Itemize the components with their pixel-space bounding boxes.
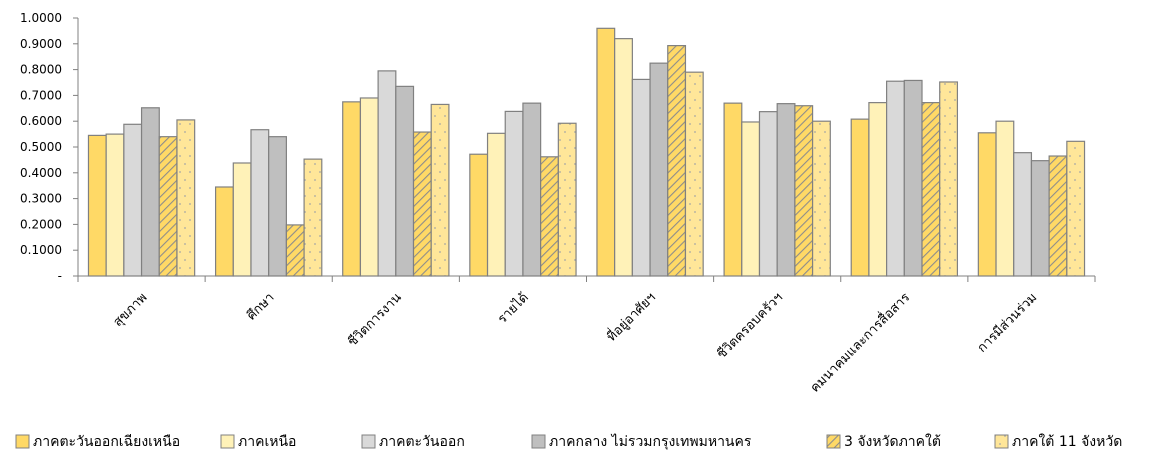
bar bbox=[395, 85, 415, 277]
bar bbox=[631, 78, 651, 277]
bar bbox=[596, 27, 616, 277]
bar bbox=[758, 111, 778, 277]
bar bbox=[268, 136, 287, 277]
bar bbox=[123, 123, 143, 277]
axes: - 0.1000 0.2000 0.3000 0.4000 0.5000 0.6000 0.7… bbox=[20, 11, 1096, 283]
bar bbox=[614, 38, 633, 277]
y-tick-label: - bbox=[58, 269, 62, 283]
bar bbox=[158, 136, 178, 277]
x-category-label: รายได้ bbox=[494, 290, 531, 327]
bar bbox=[649, 62, 669, 277]
bar bbox=[250, 129, 270, 277]
bar bbox=[811, 120, 831, 277]
x-category-label: การมีส่วนร่วม bbox=[974, 290, 1040, 356]
bar bbox=[140, 107, 160, 277]
bar bbox=[540, 156, 559, 277]
bar bbox=[504, 110, 524, 277]
y-tick-label: 0.1000 bbox=[20, 243, 62, 257]
x-category-label: สุขภาพ bbox=[111, 290, 151, 330]
legend-entry: ภาคกลาง ไม่รวมกรุงเทพมหานคร bbox=[549, 433, 752, 450]
bar bbox=[1048, 155, 1068, 277]
category-labels: สุขภาพ ศึกษา ชีวิตการงาน รายได้ ที่อยู่อาศัย… bbox=[111, 289, 1041, 396]
x-category-label: คมนาคมและการสื่อสาร bbox=[806, 289, 913, 396]
bar bbox=[903, 79, 923, 277]
bar bbox=[939, 81, 959, 277]
bar bbox=[87, 134, 107, 277]
y-tick-label: 0.5000 bbox=[20, 140, 62, 154]
bar bbox=[412, 131, 432, 277]
bar bbox=[486, 132, 506, 277]
bar bbox=[868, 102, 888, 277]
legend-swatch bbox=[220, 434, 235, 449]
bars bbox=[87, 27, 1086, 277]
legend-entry: ภาคตะวันออก bbox=[379, 434, 465, 450]
bar bbox=[1066, 140, 1086, 277]
bar bbox=[1030, 160, 1050, 277]
bar bbox=[176, 119, 196, 277]
x-category-label: ชีวิตการงาน bbox=[344, 289, 404, 349]
bar bbox=[522, 102, 542, 277]
bar bbox=[105, 133, 125, 277]
legend-entry: 3 จังหวัดภาคใต้ bbox=[844, 433, 941, 450]
bar bbox=[886, 80, 905, 277]
bar bbox=[723, 102, 743, 277]
bar bbox=[342, 101, 362, 277]
legend-swatch bbox=[826, 434, 841, 449]
bar bbox=[469, 153, 489, 277]
x-category-label: ศึกษา bbox=[244, 290, 277, 323]
y-tick-label: 0.2000 bbox=[20, 217, 62, 231]
bar bbox=[303, 158, 323, 277]
bar bbox=[776, 103, 796, 277]
legend-swatch bbox=[15, 434, 30, 449]
bar bbox=[1013, 152, 1033, 277]
legend-entry: ภาคเหนือ bbox=[238, 434, 296, 450]
y-tick-label: 0.4000 bbox=[20, 166, 62, 180]
bar bbox=[921, 102, 941, 277]
bar bbox=[667, 45, 687, 277]
bar bbox=[741, 121, 761, 277]
bar bbox=[359, 97, 379, 277]
y-tick-label: 0.6000 bbox=[20, 114, 62, 128]
legend-swatch bbox=[994, 434, 1009, 449]
x-category-label: ที่อยู่อาศัยฯ bbox=[603, 289, 659, 345]
y-tick-label: 0.8000 bbox=[20, 63, 62, 77]
bar bbox=[977, 132, 997, 277]
y-tick-label: 0.9000 bbox=[20, 37, 62, 51]
y-tick-label: 0.3000 bbox=[20, 192, 62, 206]
legend-swatch bbox=[531, 434, 546, 449]
bar bbox=[794, 105, 814, 277]
bar bbox=[377, 70, 397, 277]
legend-entry: ภาคใต้ 11 จังหวัด bbox=[1012, 433, 1122, 450]
legend-swatch bbox=[361, 434, 376, 449]
bar bbox=[557, 122, 577, 277]
y-tick-label: 0.7000 bbox=[20, 88, 62, 102]
bar bbox=[850, 118, 870, 277]
bar bbox=[232, 162, 252, 277]
bar bbox=[995, 120, 1015, 277]
legend-entry: ภาคตะวันออกเฉียงเหนือ bbox=[33, 434, 180, 450]
y-tick-label: 1.0000 bbox=[20, 11, 62, 25]
x-category-label: ชีวิตครอบครัวฯ bbox=[713, 290, 786, 363]
bar bbox=[285, 224, 305, 277]
legend: ภาคตะวันออกเฉียงเหนือ ภาคเหนือ ภาคตะวันออก… bbox=[15, 433, 1122, 450]
bar bbox=[684, 71, 704, 277]
bar bbox=[214, 186, 234, 277]
bar bbox=[430, 103, 450, 277]
